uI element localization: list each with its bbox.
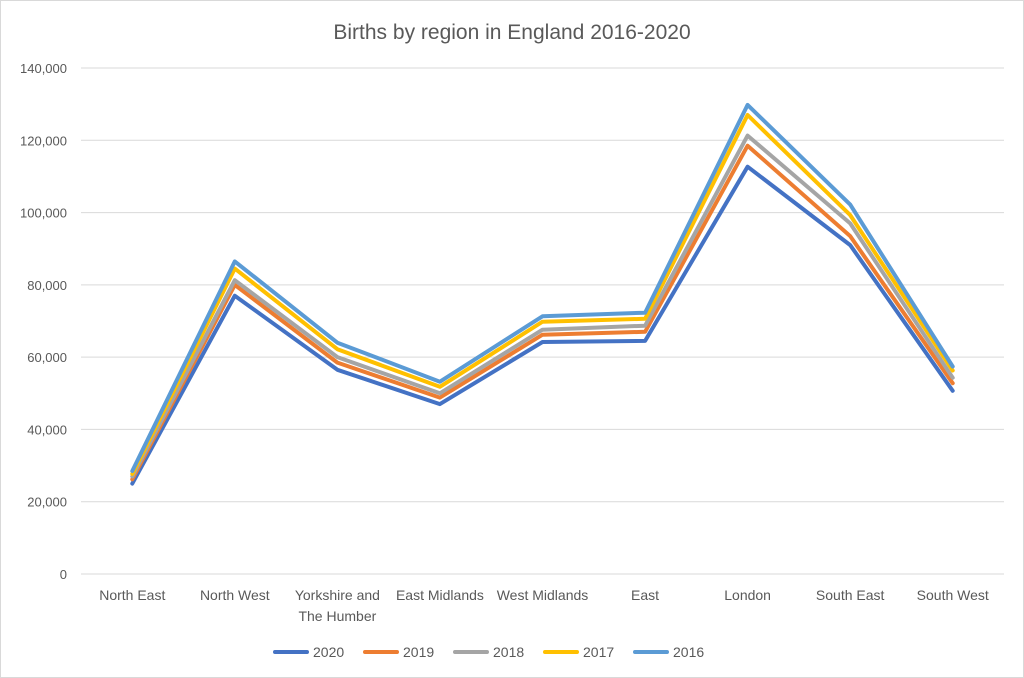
x-category-label: Yorkshire and The Humber — [295, 587, 380, 624]
x-category-label: London — [724, 587, 771, 603]
x-category-label: North East — [99, 587, 165, 603]
x-category-label: East Midlands — [396, 587, 484, 603]
chart-title: Births by region in England 2016-2020 — [333, 21, 690, 44]
series-line-2019 — [130, 143, 955, 482]
x-axis-category-labels: North East North West Yorkshire and The Hum… — [99, 587, 989, 624]
legend-label-2019: 2019 — [403, 644, 434, 660]
legend-label-2017: 2017 — [583, 644, 614, 660]
y-tick-label: 120,000 — [20, 133, 67, 148]
legend-label-2020: 2020 — [313, 644, 344, 660]
y-tick-label: 0 — [60, 567, 67, 582]
y-tick-label: 140,000 — [20, 61, 67, 76]
legend-label-2016: 2016 — [673, 644, 704, 660]
x-category-label: West Midlands — [497, 587, 589, 603]
series-line-2017 — [130, 113, 955, 476]
x-category-label: South East — [816, 587, 885, 603]
y-tick-label: 20,000 — [27, 495, 67, 510]
series-line-2016 — [130, 102, 955, 473]
series-line-2018 — [130, 133, 955, 479]
y-tick-label: 80,000 — [27, 278, 67, 293]
series-line-2020 — [130, 164, 955, 486]
legend-label-2018: 2018 — [493, 644, 524, 660]
x-category-label: South West — [917, 587, 989, 603]
y-tick-label: 60,000 — [27, 350, 67, 365]
series-lines — [130, 102, 955, 486]
x-category-label: East — [631, 587, 659, 603]
legend: 2020 2019 2018 2017 2016 — [273, 644, 704, 660]
y-axis-tick-labels: 0 20,000 40,000 60,000 80,000 100,000 120,000 1… — [20, 61, 67, 582]
x-category-label: North West — [200, 587, 270, 603]
y-tick-label: 40,000 — [27, 422, 67, 437]
y-tick-label: 100,000 — [20, 206, 67, 221]
